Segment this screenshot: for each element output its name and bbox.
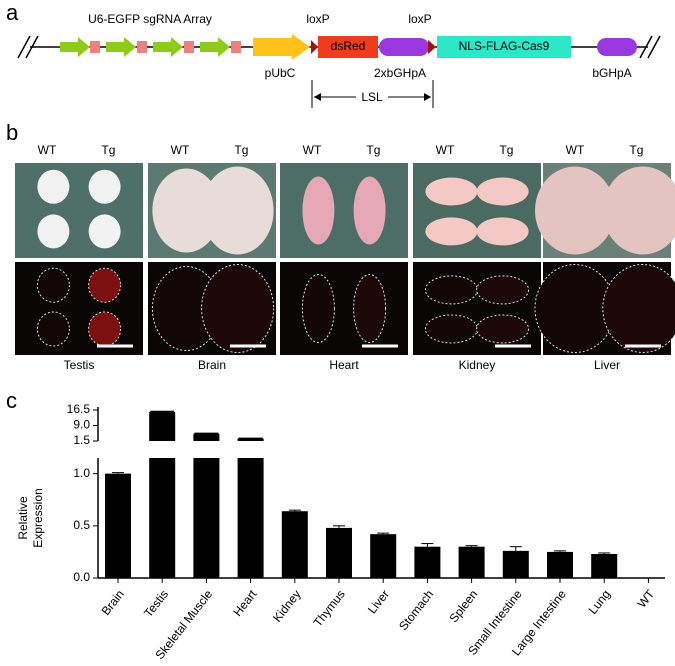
bar [326, 527, 352, 578]
y-tick-label: 0.5 [73, 518, 90, 532]
tissue [37, 214, 70, 249]
y-axis-label: Relative [16, 496, 30, 540]
column-label: WT [436, 143, 455, 157]
y-axis-label: Expression [31, 488, 45, 547]
tissue [88, 169, 121, 204]
bar [281, 511, 308, 578]
tissue-outline [301, 274, 335, 343]
column-label: WT [303, 143, 322, 157]
element-label: bGHpA [592, 66, 631, 80]
bar [591, 554, 618, 578]
y-tick-label: 0.0 [73, 570, 90, 584]
tissue-outline [353, 274, 387, 343]
x-tick-label: Thymus [311, 587, 348, 629]
bar [193, 458, 220, 578]
y-tick-label: 1.0 [73, 466, 90, 480]
y-tick-label: 9.0 [73, 418, 90, 432]
column-label: WT [38, 143, 57, 157]
tissue-outline [88, 311, 122, 347]
bar [547, 551, 573, 578]
tissue [476, 217, 529, 246]
fluorescence-photo [15, 262, 143, 355]
fluorescence-photo [413, 262, 541, 355]
bar [458, 546, 485, 578]
photo [280, 163, 408, 258]
panel-label: b [6, 120, 18, 145]
tissue-outline [476, 275, 530, 305]
tissue-label: Testis [64, 358, 95, 372]
column-label: Tg [499, 143, 513, 157]
tissue-outline [424, 314, 478, 344]
bar [237, 438, 264, 441]
tissue-label: Liver [594, 358, 620, 372]
fluorescence-photo [280, 262, 408, 355]
tissue [302, 176, 335, 245]
loxp-label: loxP [408, 12, 431, 26]
tissue-outline [476, 314, 530, 344]
photo [15, 163, 143, 258]
element-label: pUbC [265, 66, 296, 80]
column-label: Tg [234, 143, 248, 157]
x-tick-label: Lung [586, 587, 613, 617]
x-tick-label: Spleen [446, 587, 480, 625]
tissue-outline [36, 311, 70, 347]
tissue [88, 214, 121, 249]
x-tick-label: Heart [230, 587, 260, 619]
bar [149, 412, 176, 441]
x-tick-label: Testis [141, 587, 171, 620]
box-label: NLS-FLAG-Cas9 [459, 39, 550, 53]
tissue-outline [424, 275, 478, 305]
column-label: WT [566, 143, 585, 157]
x-tick-label: Brain [99, 587, 127, 618]
photo [413, 163, 541, 258]
column-label: WT [171, 143, 190, 157]
tissue-outline [88, 267, 122, 303]
tissue [476, 177, 529, 206]
column-label: Tg [101, 143, 115, 157]
tissue-outline [36, 267, 70, 303]
array-label: U6-EGFP sgRNA Array [88, 12, 212, 26]
x-tick-label: Stomach [396, 587, 436, 633]
tissue [425, 177, 478, 206]
chart: 0.0 0.5 1.0 1.59.0 16.5 Relative Expression Bra… [16, 402, 665, 662]
tissue [37, 169, 70, 204]
tissue [535, 166, 615, 255]
tissue [201, 166, 274, 255]
loxp-label: loxP [306, 12, 329, 26]
tissue-label: Brain [198, 358, 226, 372]
tissue [353, 176, 386, 245]
bar [105, 473, 131, 578]
y-tick-label: 1.5 [73, 433, 90, 447]
tissue-label: Heart [329, 358, 359, 372]
column-label: Tg [366, 143, 380, 157]
bar [237, 458, 264, 578]
box-label: dsRed [331, 39, 366, 53]
construct [17, 34, 661, 108]
panel-label: a [6, 0, 19, 25]
bar [193, 433, 220, 441]
x-tick-label: WT [635, 587, 658, 611]
element-label: 2xbGHpA [374, 66, 426, 80]
tissue-label: Kidney [459, 358, 496, 372]
x-tick-label: Kidney [270, 587, 304, 625]
bar [370, 534, 397, 578]
panel-label: c [6, 388, 17, 413]
column-label: Tg [629, 143, 643, 157]
bar [502, 550, 529, 578]
bar [414, 546, 441, 578]
y-tick-label: 16.5 [67, 402, 91, 416]
bar [149, 458, 176, 578]
tissue [425, 217, 478, 246]
photo-panel: WT Tg Testis WT Tg Brain WT Tg Heart WT Tg Kidney WT… [15, 143, 675, 372]
tissue [152, 168, 221, 253]
tissue-outline [602, 264, 675, 353]
tissue [602, 166, 675, 255]
x-tick-label: Liver [365, 587, 392, 616]
tissue-outline [201, 264, 275, 353]
bracket-label: LSL [361, 90, 383, 104]
